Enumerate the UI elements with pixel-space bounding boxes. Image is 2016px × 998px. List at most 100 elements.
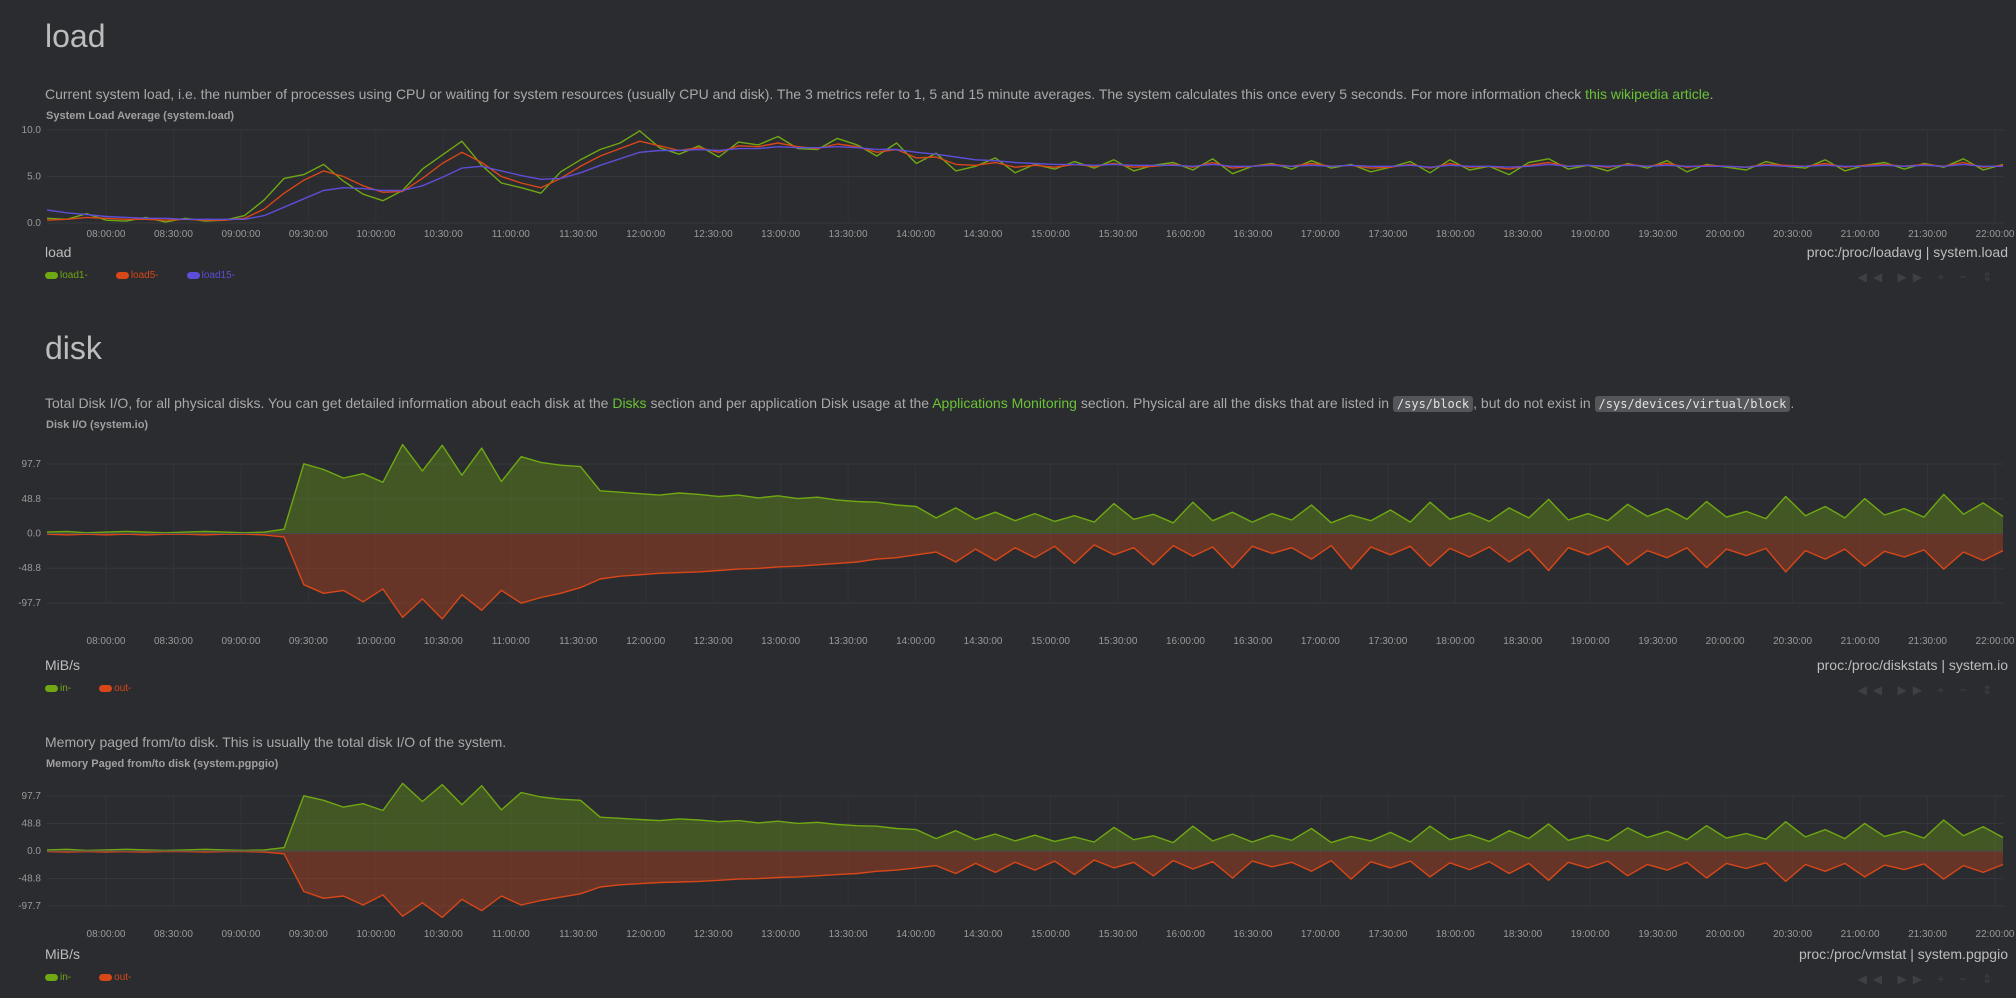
load-units: load (45, 244, 72, 260)
x-tick-label: 14:00:00 (896, 636, 935, 647)
x-tick-label: 20:00:00 (1706, 229, 1745, 240)
legend-item-io-out[interactable]: out - (99, 683, 131, 694)
legend-value-pgpgio-in: - (67, 972, 72, 983)
x-tick-label: 22:00:00 (1976, 229, 2015, 240)
x-tick-label: 22:00:00 (1976, 929, 2015, 940)
x-tick-label: 12:30:00 (694, 929, 733, 940)
load-chart[interactable]: 08:00:00 08:30:00 09:00:00 09:30:00 10:00:00… (0, 122, 2016, 242)
y-tick-label: 0.0 (27, 529, 41, 540)
x-tick-label: 19:00:00 (1571, 636, 1610, 647)
code-sys-devices-virtual-block: /sys/devices/virtual/block (1594, 396, 1791, 412)
legend-item-pgpgio-in[interactable]: in - (45, 972, 71, 983)
y-tick-label: 5.0 (27, 172, 41, 183)
x-tick-label: 16:30:00 (1233, 929, 1272, 940)
x-tick-label: 14:30:00 (964, 929, 1003, 940)
pgpgio-legend: in - out - (45, 972, 159, 983)
disk-io-chart-toolbar[interactable]: ◀◀ ▶▶ + − ⇕ (1857, 683, 1998, 697)
x-tick-label: 09:30:00 (289, 229, 328, 240)
x-tick-label: 10:00:00 (356, 929, 395, 940)
chart-title-disk-io: Disk I/O (system.io) (46, 419, 149, 431)
x-tick-label: 12:00:00 (626, 229, 665, 240)
x-tick-label: 18:30:00 (1503, 636, 1542, 647)
x-tick-label: 14:30:00 (964, 636, 1003, 647)
x-tick-label: 11:00:00 (492, 229, 531, 240)
load-source: proc:/proc/loadavg | system.load (1806, 244, 2008, 260)
load-chart-toolbar[interactable]: ◀◀ ▶▶ + − ⇕ (1857, 270, 1998, 284)
x-tick-label: 09:00:00 (221, 229, 260, 240)
x-tick-label: 19:30:00 (1638, 929, 1677, 940)
x-tick-label: 18:00:00 (1436, 636, 1475, 647)
x-tick-label: 13:30:00 (829, 229, 868, 240)
x-tick-label: 22:00:00 (1976, 636, 2015, 647)
pgpgio-chart-toolbar[interactable]: ◀◀ ▶▶ + − ⇕ (1857, 972, 1998, 986)
x-tick-label: 18:30:00 (1503, 929, 1542, 940)
x-tick-label: 20:30:00 (1773, 229, 1812, 240)
x-tick-label: 17:30:00 (1368, 929, 1407, 940)
x-tick-label: 08:00:00 (87, 229, 126, 240)
x-tick-label: 17:30:00 (1368, 636, 1407, 647)
x-tick-label: 11:00:00 (492, 636, 531, 647)
disk-io-units: MiB/s (45, 657, 80, 673)
x-tick-label: 10:00:00 (356, 636, 395, 647)
x-tick-label: 21:00:00 (1841, 229, 1880, 240)
x-tick-label: 11:30:00 (559, 636, 598, 647)
x-tick-label: 15:00:00 (1031, 636, 1070, 647)
legend-item-io-in[interactable]: in - (45, 683, 71, 694)
x-tick-label: 20:00:00 (1706, 636, 1745, 647)
disk-description-text-3: section. Physical are all the disks that… (1076, 395, 1393, 411)
y-tick-label: -97.7 (18, 901, 41, 912)
x-tick-label: 16:30:00 (1233, 229, 1272, 240)
legend-swatch-load5 (115, 272, 129, 279)
y-tick-label: -48.8 (18, 563, 41, 574)
series-line-load5 (46, 140, 2004, 221)
legend-swatch-pgpgio-in (45, 974, 58, 981)
legend-item-pgpgio-out[interactable]: out - (99, 972, 131, 983)
legend-item-load1[interactable]: load1 - (45, 270, 88, 281)
x-tick-label: 15:00:00 (1031, 229, 1070, 240)
chart-title-pgpgio: Memory Paged from/to disk (system.pgpgio… (46, 758, 279, 770)
x-tick-label: 20:00:00 (1706, 929, 1745, 940)
legend-item-load5[interactable]: load5 - (115, 270, 159, 281)
y-tick-label: -48.8 (18, 873, 41, 884)
legend-label-pgpgio-out: out (114, 972, 129, 983)
x-tick-label: 15:00:00 (1031, 929, 1070, 940)
x-tick-label: 10:30:00 (424, 636, 463, 647)
disk-description-text-4: , but do not exist in (1473, 395, 1595, 411)
x-tick-label: 17:00:00 (1301, 929, 1340, 940)
x-tick-label: 16:00:00 (1166, 229, 1205, 240)
y-tick-label: 10.0 (22, 125, 42, 136)
legend-swatch-pgpgio-out (99, 974, 113, 981)
x-tick-label: 19:30:00 (1638, 229, 1677, 240)
disk-description-text-2: section and per application Disk usage a… (646, 395, 933, 411)
disk-io-chart[interactable]: 08:00:00 08:30:00 09:00:00 09:30:00 10:00:00… (0, 430, 2016, 654)
legend-item-load15[interactable]: load15 - (186, 270, 235, 281)
legend-label-io-out: out (114, 683, 129, 694)
x-tick-label: 10:30:00 (424, 229, 463, 240)
legend-value-pgpgio-out: - (128, 972, 132, 983)
x-tick-label: 13:00:00 (761, 229, 800, 240)
legend-value-load1: - (84, 270, 88, 281)
x-tick-label: 08:00:00 (87, 636, 126, 647)
series-line-load15 (46, 146, 2003, 220)
x-tick-label: 11:00:00 (492, 929, 531, 940)
x-tick-label: 20:30:00 (1773, 929, 1812, 940)
pgpgio-description: Memory paged from/to disk. This is usual… (45, 734, 507, 750)
x-tick-label: 12:00:00 (626, 929, 665, 940)
series-area-in (47, 783, 2003, 851)
x-tick-label: 15:30:00 (1098, 636, 1137, 647)
legend-label-pgpgio-in: in (60, 972, 68, 983)
x-tick-label: 18:00:00 (1436, 929, 1475, 940)
x-tick-label: 12:30:00 (694, 636, 733, 647)
y-tick-label: -97.7 (18, 598, 41, 609)
y-tick-label: 48.8 (22, 494, 42, 505)
disks-link[interactable]: Disks (612, 395, 647, 411)
series-area-out (47, 533, 2003, 619)
applications-monitoring-link[interactable]: Applications Monitoring (932, 395, 1077, 411)
legend-swatch-io-out (99, 685, 113, 692)
series-area-out (47, 851, 2003, 918)
wikipedia-link[interactable]: this wikipedia article (1585, 86, 1710, 102)
x-tick-label: 16:00:00 (1166, 929, 1205, 940)
x-tick-label: 13:30:00 (829, 929, 868, 940)
pgpgio-chart[interactable]: 08:00:00 08:30:00 09:00:00 09:30:00 10:00:00… (0, 770, 2016, 942)
load-description: Current system load, i.e. the number of … (45, 86, 1714, 102)
